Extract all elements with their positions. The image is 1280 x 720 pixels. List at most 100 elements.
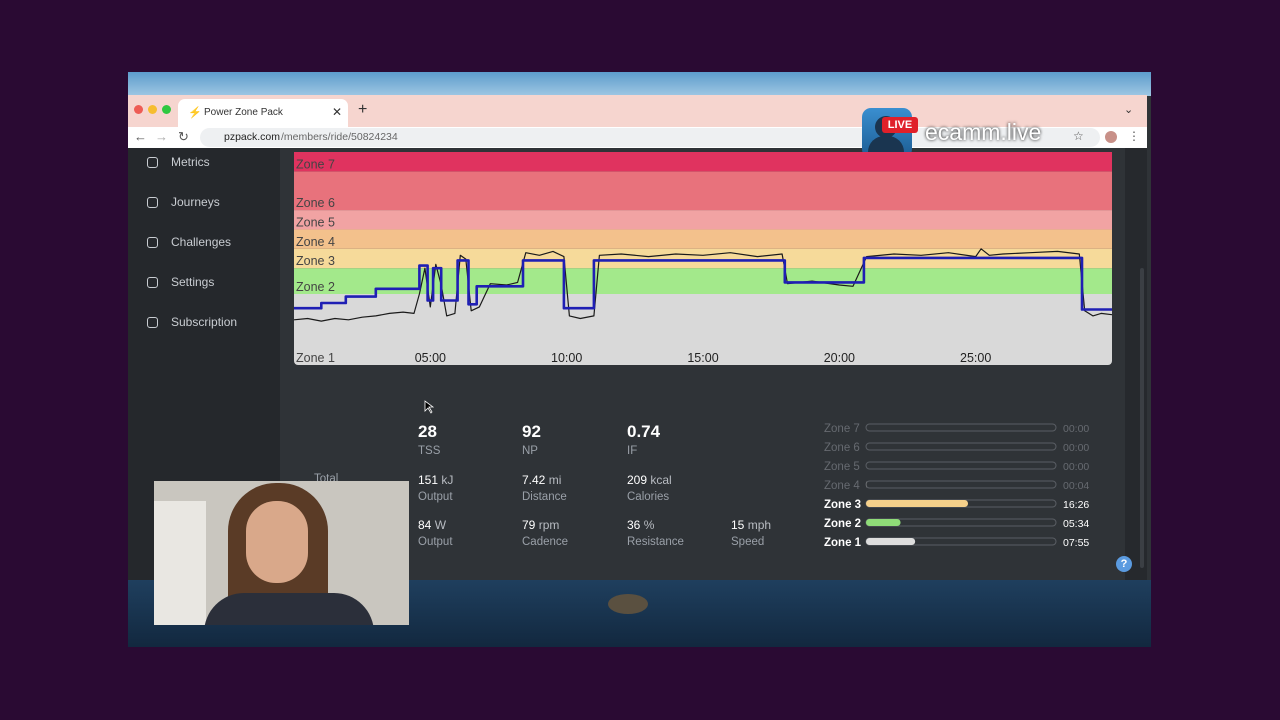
sidebar-item[interactable]: Metrics	[171, 155, 210, 169]
sidebar-icon	[147, 157, 158, 168]
forward[interactable]: →	[155, 129, 168, 144]
zone-time-value: 00:00	[1063, 442, 1089, 454]
x-tick-label: 15:00	[687, 351, 718, 365]
zone-label: Zone 6	[296, 196, 335, 210]
face	[246, 501, 308, 583]
webcam	[154, 481, 409, 625]
stat-value: 7.42 mi	[522, 473, 561, 487]
sidebar-icon	[147, 277, 158, 288]
stat-value: 15 mph	[731, 518, 771, 532]
zone-time-bar	[866, 500, 969, 507]
stat-value: 0.74	[627, 422, 661, 441]
zone-time-value: 05:34	[1063, 518, 1089, 530]
stat-value: 79 rpm	[522, 518, 559, 532]
zone-time-value: 16:26	[1063, 499, 1089, 511]
desktop-sky	[128, 72, 1151, 96]
x-tick-label: 10:00	[551, 351, 582, 365]
sidebar-item[interactable]: Journeys	[171, 195, 220, 209]
zone-time-value: 00:00	[1063, 461, 1089, 473]
zone-time-track	[865, 461, 1057, 470]
stat-unit: mi	[548, 473, 562, 487]
stat-label: IF	[627, 445, 638, 457]
tab-bar: ⚡ Power Zone Pack ✕ + ⌄	[128, 95, 1147, 127]
zone-time-track	[865, 480, 1057, 489]
rock	[608, 594, 648, 614]
stat-value: 28	[418, 422, 437, 441]
zone-time-value: 00:00	[1063, 423, 1089, 435]
zone-label: Zone 2	[296, 280, 335, 294]
profile[interactable]	[1105, 131, 1117, 143]
stat-number: 209	[627, 473, 648, 487]
zone-label: Zone 1	[296, 351, 335, 365]
zone-label: Zone 5	[296, 215, 335, 229]
stat-label: Output	[418, 536, 453, 548]
live-badge: LIVE	[882, 117, 918, 133]
zone-label: Zone 3	[296, 254, 335, 268]
tab-menu[interactable]: ⌄	[1124, 104, 1134, 116]
stat-value: 92	[522, 422, 541, 441]
stat-label: TSS	[418, 445, 441, 457]
stat-unit: kcal	[650, 473, 672, 487]
zone-time-value: 07:55	[1063, 537, 1089, 549]
tab-close[interactable]: ✕	[332, 105, 343, 119]
stat-label: NP	[522, 445, 538, 457]
window-minimize[interactable]	[148, 105, 157, 114]
zone-time-label: Zone 3	[824, 499, 861, 511]
zone-time-label: Zone 5	[824, 461, 860, 473]
sidebar-item[interactable]: Challenges	[171, 235, 232, 249]
stat-label: Calories	[627, 491, 670, 503]
zone-time-label: Zone 1	[824, 537, 862, 549]
stat-label: Resistance	[627, 536, 684, 548]
menu[interactable]: ⋮	[1128, 129, 1140, 143]
zone-time-label: Zone 7	[824, 423, 860, 435]
stat-unit: kJ	[441, 473, 454, 487]
zone-chart: Zone 1 Zone 2 Zone 3 Zone 4 Zone 5 Zone 6 Zone…	[294, 152, 1112, 365]
stat-value: 36 %	[627, 518, 654, 532]
x-tick-label: 25:00	[960, 351, 991, 365]
sidebar-icon	[147, 197, 158, 208]
zone-band	[294, 152, 1112, 172]
stat-label: Speed	[731, 536, 765, 548]
zone-band	[294, 268, 1112, 294]
stat-value: 151 kJ	[418, 473, 453, 487]
zone-time-bar	[866, 519, 901, 526]
stat-value: 84 W	[418, 518, 446, 532]
hoodie	[204, 593, 374, 625]
stat-unit: mph	[747, 518, 772, 532]
sidebar-item[interactable]: Settings	[171, 275, 215, 289]
zone-band	[294, 171, 1112, 211]
zone-time-label: Zone 2	[824, 518, 861, 530]
stat-unit: W	[434, 518, 447, 532]
zone-times: Zone 7 00:00 Zone 6 00:00 Zone 5 00:00 Zone 4 0…	[824, 423, 1089, 549]
zone-time-value: 00:04	[1063, 480, 1089, 492]
new-tab[interactable]: +	[358, 101, 368, 118]
cursor	[424, 400, 434, 414]
ecamm-brand: ecamm.live	[925, 119, 1042, 145]
tab-icon: ⚡	[188, 107, 202, 119]
stat-label: Cadence	[522, 536, 569, 548]
stat-number: 151	[418, 473, 439, 487]
window-zoom[interactable]	[162, 105, 171, 114]
stat-value: 209 kcal	[627, 473, 672, 487]
stat-number: 79	[522, 518, 536, 532]
stat-unit: %	[643, 518, 655, 532]
zone-band	[294, 248, 1112, 269]
reload[interactable]: ↻	[178, 129, 189, 144]
zone-time-track	[865, 423, 1057, 432]
bookmark-star[interactable]: ☆	[1073, 129, 1084, 143]
series-line	[294, 248, 1112, 322]
back[interactable]: ←	[134, 129, 147, 144]
tab[interactable]: ⚡ Power Zone Pack ✕	[178, 99, 348, 127]
scroll-thumb[interactable]	[1140, 268, 1144, 568]
zone-time-label: Zone 6	[824, 442, 860, 454]
stat-number: 84	[418, 518, 432, 532]
stat-label: Output	[418, 491, 453, 503]
x-tick-label: 20:00	[824, 351, 855, 365]
door	[154, 501, 206, 625]
help-button[interactable]: ?	[1116, 556, 1132, 572]
window-close[interactable]	[134, 105, 143, 114]
sidebar-item[interactable]: Subscription	[171, 315, 238, 329]
stat-number: 15	[731, 518, 745, 532]
url-domain: pzpack.com	[224, 131, 281, 143]
sidebar-icon	[147, 237, 158, 248]
